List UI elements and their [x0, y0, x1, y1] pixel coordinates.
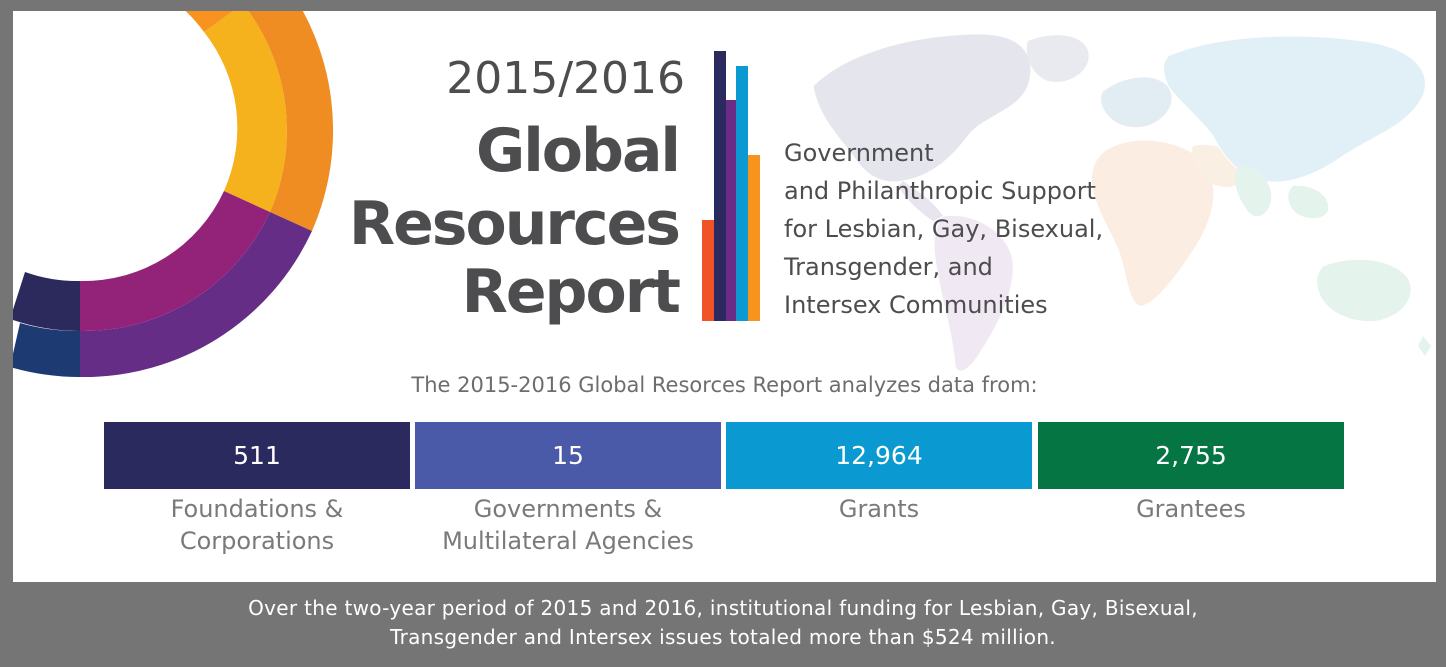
- report-years: 2015/2016: [446, 53, 685, 104]
- subtitle-line: Transgender, and: [784, 253, 993, 281]
- subtitle-line: Government: [784, 139, 934, 167]
- stat-label-line: Multilateral Agencies: [442, 527, 694, 555]
- world-map-graphic: [812, 33, 1431, 372]
- stat-grants-label: Grants: [726, 493, 1032, 525]
- summary-footer: Over the two-year period of 2015 and 201…: [0, 594, 1446, 652]
- stat-label-line: Corporations: [179, 527, 335, 555]
- stat-governments-value: 15: [415, 422, 721, 489]
- title-line-report: Report: [461, 257, 681, 327]
- subtitle-line: and Philanthropic Support: [784, 177, 1096, 205]
- stat-label-line: Grants: [838, 495, 920, 523]
- stat-grants-value: 12,964: [726, 422, 1032, 489]
- stat-governments-label: Governments & Multilateral Agencies: [415, 493, 721, 557]
- footer-line: Transgender and Intersex issues totaled …: [390, 625, 1056, 649]
- stat-foundations-value: 511: [104, 422, 410, 489]
- report-banner: 2015/2016 Global Resources Report Govern…: [13, 11, 1436, 582]
- stat-grantees-value: 2,755: [1038, 422, 1344, 489]
- rainbow-donut-graphic: [13, 11, 334, 378]
- report-subtitle: Government and Philanthropic Support for…: [784, 134, 1204, 324]
- stat-label-line: Foundations &: [170, 495, 344, 523]
- stat-grantees-label: Grantees: [1038, 493, 1344, 525]
- stat-label-line: Grantees: [1136, 495, 1246, 523]
- stat-label-line: Governments &: [473, 495, 663, 523]
- footer-line: Over the two-year period of 2015 and 201…: [248, 596, 1198, 620]
- subtitle-line: Intersex Communities: [784, 291, 1048, 319]
- logo-bar-graphic: [702, 51, 760, 321]
- title-line-global: Global: [475, 116, 681, 186]
- intro-text: The 2015-2016 Global Resorces Report ana…: [411, 373, 1038, 397]
- title-line-resources: Resources: [348, 189, 681, 259]
- subtitle-line: for Lesbian, Gay, Bisexual,: [784, 215, 1104, 243]
- stat-foundations-label: Foundations & Corporations: [104, 493, 410, 557]
